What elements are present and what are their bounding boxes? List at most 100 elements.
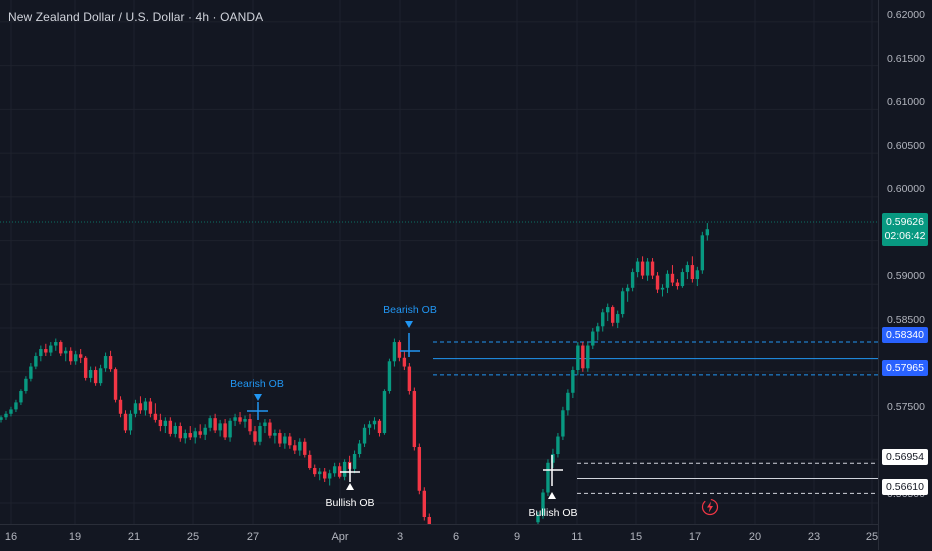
candle-body <box>536 515 540 523</box>
candle-body <box>49 345 53 353</box>
candle-body <box>123 413 128 431</box>
symbol-title[interactable]: New Zealand Dollar / U.S. Dollar · 4h · … <box>8 10 264 24</box>
candles <box>0 223 710 524</box>
lightning-alert-icon[interactable] <box>701 498 719 516</box>
candle-body <box>313 468 317 475</box>
price-axis[interactable]: 0.62000 0.61500 0.61000 0.60500 0.60000 … <box>878 0 932 550</box>
candle-body <box>283 436 287 444</box>
candle-body <box>427 517 431 524</box>
candle-body <box>665 273 670 288</box>
candle-body <box>98 368 103 384</box>
candle-body <box>39 349 43 357</box>
candle-body <box>34 356 38 367</box>
candle-body <box>148 401 153 414</box>
candlestick-chart[interactable]: Bearish OB Bearish OB Bullish OB Bullish OB <box>0 0 878 524</box>
bullish-ob-label: Bullish OB <box>325 497 374 509</box>
grid-lines <box>0 0 878 524</box>
price-tick: 0.58500 <box>887 314 925 326</box>
candle-body <box>88 370 93 378</box>
candle-body <box>278 433 282 444</box>
candle-body <box>59 342 63 354</box>
time-tick: 25 <box>186 531 200 543</box>
candle-body <box>606 307 610 313</box>
candle-body <box>158 419 163 427</box>
time-tick: 23 <box>807 531 821 543</box>
candle-body <box>670 273 675 283</box>
bearish-ob-arrow <box>405 321 413 328</box>
candle-body <box>233 417 237 421</box>
price-tick: 0.61500 <box>887 53 925 65</box>
candle-body <box>362 427 367 444</box>
candle-body <box>372 420 377 425</box>
candle-body <box>357 443 362 455</box>
candle-body <box>188 433 192 438</box>
candle-body <box>342 461 347 477</box>
bearish-ob-bottom-label: 0.57965 <box>882 360 928 376</box>
time-tick: 27 <box>246 531 260 543</box>
candle-body <box>640 261 645 276</box>
candle-body <box>19 391 23 403</box>
candle-body <box>625 287 630 292</box>
candle-body <box>288 436 292 446</box>
candle-body <box>352 454 357 469</box>
candle-body <box>323 471 327 479</box>
candle-body <box>193 431 197 438</box>
candle-body <box>382 391 387 434</box>
order-block-levels <box>433 341 878 494</box>
candle-body <box>183 433 187 439</box>
candle-body <box>173 426 177 434</box>
candle-body <box>601 312 605 327</box>
candle-body <box>203 427 207 435</box>
candle-body <box>546 462 550 493</box>
candle-body <box>143 401 148 411</box>
candle-body <box>407 366 412 392</box>
candle-body <box>198 431 202 435</box>
current-price-label: 0.59626 02:06:42 <box>882 213 928 246</box>
bearish-ob-label: Bearish OB <box>230 378 284 390</box>
candle-body <box>44 349 48 353</box>
bullish-ob-arrow <box>548 492 556 499</box>
candle-body <box>103 356 108 369</box>
candle-body <box>268 422 272 436</box>
bullish-ob-top-label: 0.56954 <box>882 449 928 465</box>
candle-body <box>630 272 635 288</box>
candle-body <box>228 420 232 438</box>
time-tick: 17 <box>688 531 702 543</box>
candle-body <box>243 419 247 422</box>
candle-body <box>367 424 372 428</box>
time-tick: 20 <box>748 531 762 543</box>
bullish-ob-label: Bullish OB <box>528 507 577 519</box>
time-tick: 6 <box>452 531 460 543</box>
candle-body <box>387 361 392 392</box>
candle-body <box>223 423 227 438</box>
candle-body <box>138 403 143 411</box>
ob-markers: Bearish OB Bearish OB Bullish OB Bullish OB <box>230 304 577 519</box>
price-tick: 0.60000 <box>887 183 925 195</box>
candle-body <box>337 466 342 477</box>
candle-body <box>293 445 297 451</box>
candle-body <box>133 403 138 414</box>
price-tick: 0.61000 <box>887 96 925 108</box>
time-tick: 9 <box>513 531 521 543</box>
candle-body <box>695 270 700 280</box>
bullish-ob-bottom-label: 0.56610 <box>882 479 928 495</box>
candle-body <box>178 426 182 439</box>
time-tick: Apr <box>331 531 349 543</box>
bullish-ob-arrow <box>346 483 354 490</box>
candle-body <box>611 307 615 323</box>
candle-body <box>258 426 262 442</box>
price-tick: 0.57500 <box>887 401 925 413</box>
candle-body <box>248 419 252 432</box>
chart-pane[interactable]: Bearish OB Bearish OB Bullish OB Bullish OB… <box>0 0 878 524</box>
candle-body <box>576 345 580 371</box>
time-tick: 3 <box>396 531 404 543</box>
candle-body <box>108 356 113 370</box>
candle-body <box>422 490 426 518</box>
candle-body <box>685 265 690 273</box>
candle-body <box>586 345 590 369</box>
bearish-ob-top-label: 0.58340 <box>882 327 928 343</box>
time-axis[interactable]: 16 19 21 25 27 Apr 3 6 9 11 15 17 20 23 … <box>0 524 878 551</box>
candle-body <box>69 350 73 362</box>
candle-body <box>655 275 660 290</box>
